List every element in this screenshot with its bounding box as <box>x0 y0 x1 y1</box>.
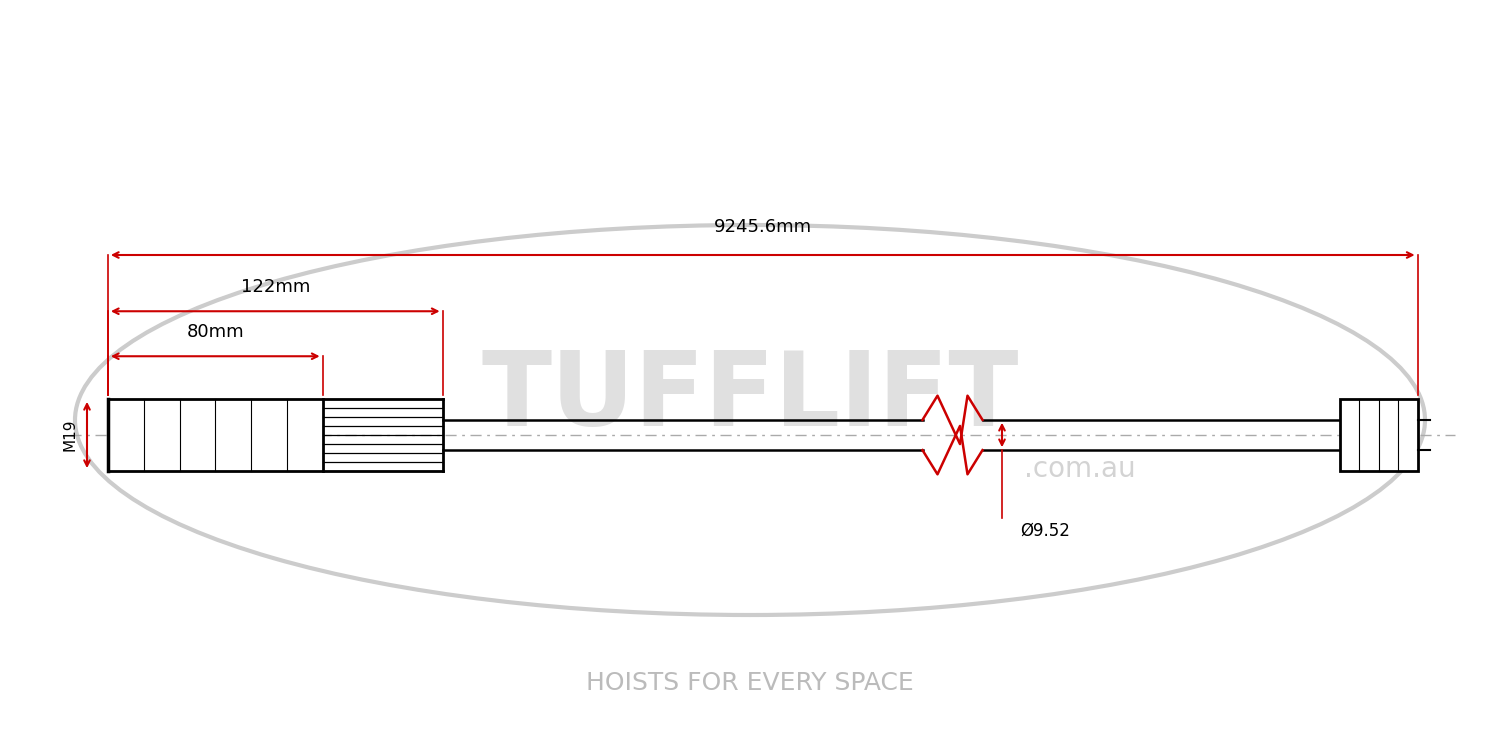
Text: M19: M19 <box>63 419 78 452</box>
Text: HOISTS FOR EVERY SPACE: HOISTS FOR EVERY SPACE <box>586 670 914 694</box>
Text: 9245.6mm: 9245.6mm <box>714 218 812 236</box>
Text: 122mm: 122mm <box>240 278 310 296</box>
Text: 80mm: 80mm <box>186 323 244 341</box>
Text: Ø9.52: Ø9.52 <box>1020 521 1070 539</box>
Bar <box>1340 399 1418 471</box>
Text: .com.au: .com.au <box>1024 454 1136 483</box>
Bar <box>108 399 322 471</box>
Text: TUFFLIFT: TUFFLIFT <box>482 347 1019 448</box>
